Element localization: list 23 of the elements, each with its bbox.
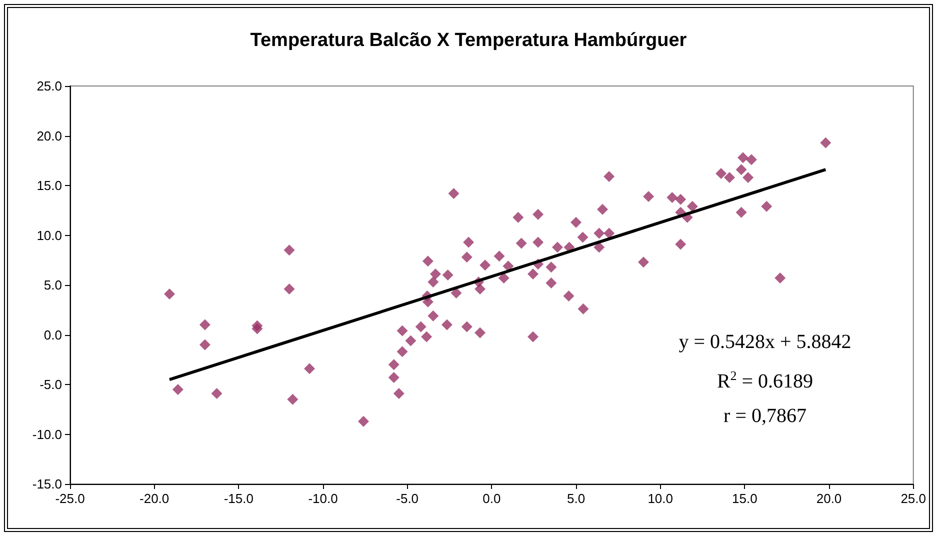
x-tick-label: 25.0 <box>900 491 926 506</box>
y-tick-label: -10.0 <box>32 426 62 442</box>
x-tick-label: -25.0 <box>55 491 85 506</box>
x-tick-label: 0.0 <box>482 491 501 506</box>
chart-title: Temperatura Balcão X Temperatura Hambúrguer <box>250 30 688 51</box>
x-tick-label: -10.0 <box>308 491 338 506</box>
y-tick-label: 5.0 <box>44 278 62 292</box>
x-tick-label: 5.0 <box>566 491 586 506</box>
y-tick-label: 10.0 <box>36 228 62 243</box>
y-tick-label: 15.0 <box>36 178 62 193</box>
y-tick-label: -15.0 <box>32 476 62 492</box>
y-tick-label: -5.0 <box>40 377 62 392</box>
y-tick-label: 25.0 <box>36 78 62 94</box>
annotation: r = 0,7867 <box>724 405 806 427</box>
y-tick-label: 20.0 <box>36 128 62 144</box>
x-tick-label: -5.0 <box>396 491 419 506</box>
x-tick-label: -20.0 <box>140 491 170 506</box>
y-tick-label: 0.0 <box>44 327 62 342</box>
x-tick-label: 20.0 <box>816 491 842 506</box>
x-tick-label: 15.0 <box>732 491 758 506</box>
annotation: y = 0.5428x + 5.8842 <box>678 331 852 353</box>
x-tick-label: 10.0 <box>648 491 673 506</box>
x-tick-label: -15.0 <box>224 491 254 506</box>
